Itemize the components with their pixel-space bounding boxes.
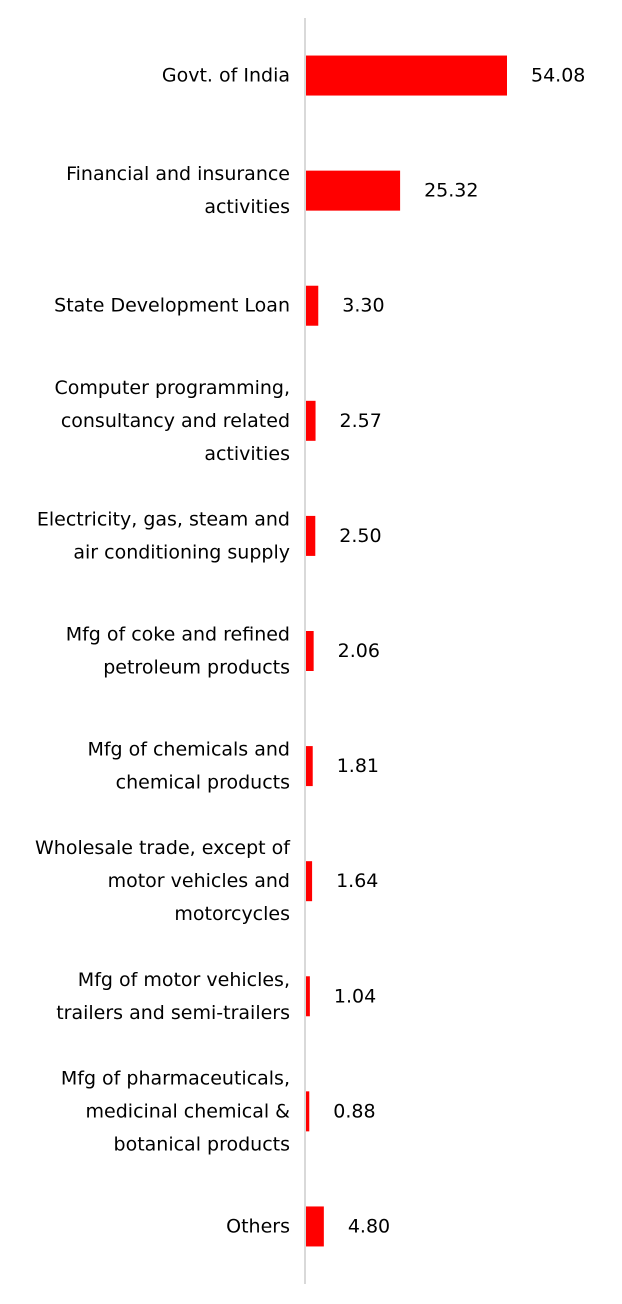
category-label-line: Others — [226, 1215, 290, 1237]
category-label-line: botanical products — [114, 1133, 290, 1155]
category-label-line: Electricity, gas, steam and — [37, 508, 290, 530]
bar-7 — [306, 861, 313, 902]
category-label-0: Govt. of India — [162, 65, 290, 87]
category-label-5: Mfg of coke and refined petroleum product… — [66, 624, 290, 679]
bars-group — [306, 55, 507, 1247]
category-label-line: air conditioning supply — [73, 541, 290, 563]
category-label-line: Mfg of chemicals and — [87, 739, 290, 761]
value-label-8: 1.04 — [334, 985, 376, 1007]
category-label-line: activities — [204, 443, 290, 465]
value-label-3: 2.57 — [340, 410, 382, 432]
category-label-line: State Development Loan — [54, 295, 290, 317]
bar-0 — [306, 55, 507, 96]
category-label-8: Mfg of motor vehicles, trailers and semi-… — [56, 969, 290, 1024]
category-label-line: Govt. of India — [162, 65, 290, 87]
bar-4 — [306, 515, 316, 556]
category-label-4: Electricity, gas, steam and air condition… — [37, 508, 290, 563]
value-label-2: 3.30 — [342, 295, 384, 317]
value-label-4: 2.50 — [339, 525, 381, 547]
category-label-line: Mfg of motor vehicles, — [78, 969, 290, 991]
category-label-line: Financial and insurance — [66, 163, 290, 185]
category-label-1: Financial and insurance activities — [66, 163, 290, 218]
category-label-9: Mfg of pharmaceuticals, medicinal chemica… — [61, 1067, 290, 1155]
value-label-6: 1.81 — [337, 755, 379, 777]
category-label-line: chemical products — [116, 772, 290, 794]
bar-6 — [306, 746, 313, 787]
category-label-line: activities — [204, 196, 290, 218]
category-label-line: Wholesale trade, except of — [35, 837, 291, 859]
category-label-6: Mfg of chemicals and chemical products — [87, 739, 290, 794]
bar-2 — [306, 285, 319, 326]
category-label-line: consultancy and related — [61, 410, 290, 432]
category-labels-group: Govt. of India Financial and insurance act… — [35, 65, 291, 1238]
category-label-3: Computer programming, consultancy and rel… — [54, 377, 290, 465]
value-labels-group: 54.08 25.32 3.30 2.57 2.50 2.06 1.81 1.64 1.04 0.… — [333, 65, 585, 1238]
category-label-line: Mfg of pharmaceuticals, — [61, 1067, 290, 1089]
bar-1 — [306, 170, 401, 211]
category-label-line: motor vehicles and — [108, 870, 290, 892]
category-label-line: motorcycles — [174, 903, 290, 925]
value-label-9: 0.88 — [333, 1100, 375, 1122]
bar-10 — [306, 1206, 324, 1247]
value-label-5: 2.06 — [338, 640, 380, 662]
bar-3 — [306, 400, 316, 441]
category-label-line: Mfg of coke and refined — [66, 624, 290, 646]
value-label-7: 1.64 — [336, 870, 378, 892]
category-label-2: State Development Loan — [54, 295, 290, 317]
category-label-7: Wholesale trade, except of motor vehicles… — [35, 837, 291, 925]
value-label-1: 25.32 — [424, 180, 478, 202]
bar-9 — [306, 1091, 310, 1132]
category-label-line: medicinal chemical & — [86, 1100, 291, 1122]
category-label-10: Others — [226, 1215, 290, 1237]
bar-8 — [306, 976, 310, 1017]
value-label-10: 4.80 — [348, 1215, 390, 1237]
category-label-line: petroleum products — [103, 657, 290, 679]
category-label-line: trailers and semi-trailers — [56, 1002, 290, 1024]
category-label-line: Computer programming, — [54, 377, 290, 399]
value-label-0: 54.08 — [531, 65, 585, 87]
bar-5 — [306, 631, 314, 671]
